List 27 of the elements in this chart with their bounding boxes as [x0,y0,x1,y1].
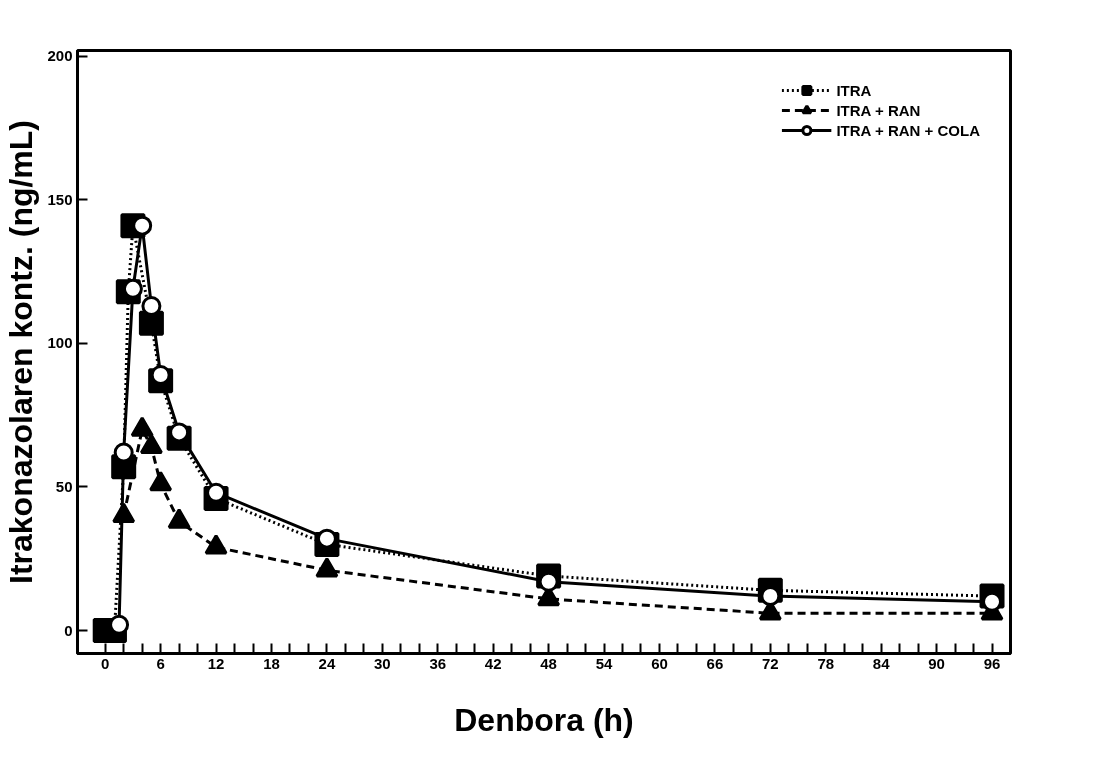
x-axis-title: Denbora (h) [454,701,634,738]
y-tick-label: 100 [47,334,73,352]
y-tick-label: 0 [64,621,73,639]
x-tick-label: 72 [761,654,779,672]
x-tick-label: 6 [156,654,165,672]
x-tick-label: 90 [928,654,945,672]
x-tick-label: 24 [318,654,336,672]
legend-label: ITRA [836,81,872,99]
x-tick-label: 84 [872,654,891,672]
y-tick-label: 150 [47,190,73,208]
x-tick-label: 78 [817,654,835,672]
x-tick-label: 0 [101,654,110,672]
x-tick-label: 60 [651,654,668,672]
x-tick-label: 12 [207,654,225,672]
x-tick-label: 54 [595,654,614,672]
y-axis-title: Itrakonazolaren kontz. (ng/mL) [3,119,40,585]
y-tick-label: 50 [55,477,73,495]
x-tick-label: 36 [429,654,447,672]
legend-label: ITRA + RAN + COLA [836,121,980,139]
y-tick-label: 200 [47,47,73,65]
legend-label: ITRA + RAN [836,101,921,119]
x-tick-label: 18 [263,654,280,672]
x-tick-label: 96 [983,654,1001,672]
x-tick-label: 66 [706,654,724,672]
x-tick-label: 30 [374,654,391,672]
x-tick-label: 48 [540,654,557,672]
x-tick-label: 42 [484,654,502,672]
